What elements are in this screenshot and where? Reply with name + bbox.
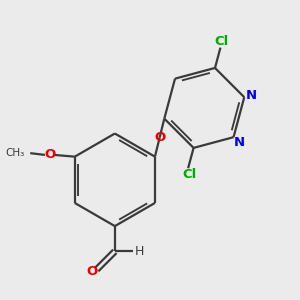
Text: O: O [44, 148, 55, 161]
Text: CH₃: CH₃ [6, 148, 25, 158]
Text: N: N [233, 136, 244, 149]
Text: O: O [154, 131, 165, 144]
Text: H: H [135, 245, 144, 258]
Text: N: N [246, 89, 257, 102]
Text: Cl: Cl [183, 168, 197, 181]
Text: Cl: Cl [214, 35, 229, 48]
Text: O: O [86, 265, 98, 278]
